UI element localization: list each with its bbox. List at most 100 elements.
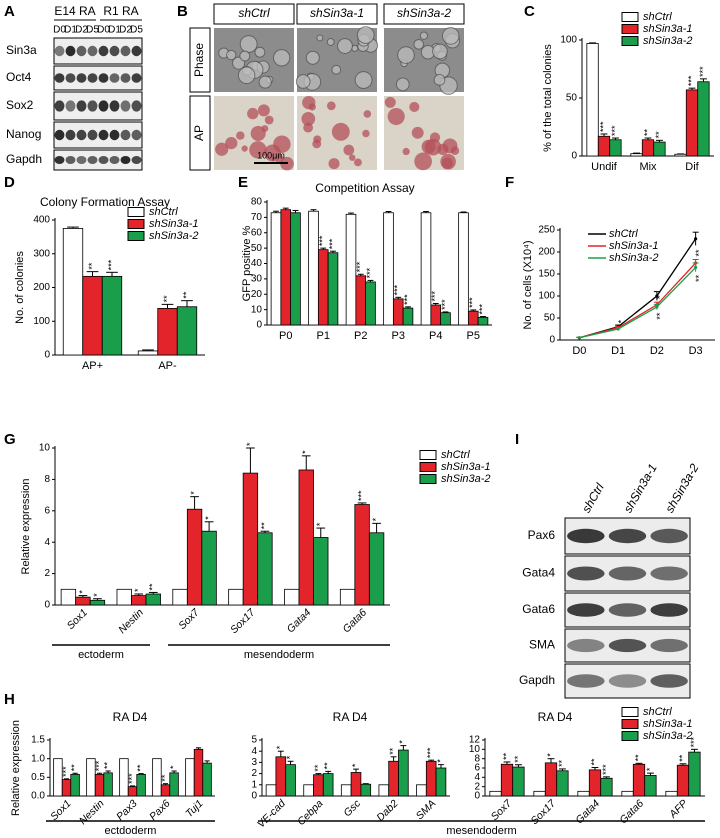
blot-row-label: Sin3a: [6, 43, 37, 57]
x-tick-label: Gata6: [617, 797, 646, 826]
x-tick-label: P4: [429, 330, 442, 342]
colony: [336, 38, 353, 54]
significance: *: [435, 759, 445, 763]
significance: *: [645, 767, 655, 771]
x-tick-label: Sox7: [176, 606, 202, 632]
blot-band: [54, 100, 65, 112]
blot-row-label: Oct4: [6, 70, 32, 84]
bar: [275, 756, 287, 797]
bar: [388, 760, 399, 797]
significance: ***: [327, 238, 337, 249]
significance: ***: [440, 299, 450, 310]
legend-label: shSin3a-2: [441, 473, 491, 485]
bar: [425, 760, 437, 797]
blot-band: [65, 100, 76, 112]
colony: [313, 135, 322, 144]
column-header: shSin3a-1: [310, 6, 364, 20]
bar: [609, 139, 622, 157]
significance: ***: [393, 284, 403, 295]
panel-label: I: [515, 431, 519, 448]
bar: [82, 275, 103, 356]
blot-band: [567, 674, 605, 688]
significance: **: [162, 295, 172, 303]
bar: [477, 316, 489, 326]
bar: [303, 784, 314, 797]
significance: **: [501, 752, 511, 760]
blot-band: [98, 129, 109, 141]
colony: [295, 74, 311, 89]
group-label: mesendoderm: [244, 649, 314, 661]
colony: [264, 115, 274, 125]
y-tick-label: 60: [251, 227, 263, 238]
bar: [339, 588, 356, 606]
x-tick-label: Sox1: [48, 798, 73, 823]
significance: **: [513, 755, 523, 763]
x-tick-label: AP+: [82, 360, 103, 372]
significance: **: [694, 249, 704, 257]
blot-group: E14 RA: [54, 4, 95, 18]
x-tick-label: Cebpa: [295, 797, 325, 827]
blot-band: [54, 73, 65, 83]
colony: [432, 43, 448, 60]
colony: [349, 154, 356, 161]
colony: [433, 73, 446, 86]
significance: **: [102, 761, 112, 769]
column-header: shCtrl: [238, 6, 270, 20]
significance: *: [203, 516, 213, 520]
significance: ***: [356, 490, 366, 501]
bar: [416, 784, 427, 797]
y-tick-label: 100: [33, 316, 50, 327]
group-label: ectoderm: [78, 649, 124, 661]
y-tick-label: 1: [251, 779, 257, 790]
bar: [290, 212, 301, 326]
colony: [247, 107, 259, 120]
bar: [172, 588, 188, 606]
colony: [441, 157, 454, 169]
blot-band: [131, 45, 142, 57]
significance: *: [398, 740, 408, 744]
colony: [354, 158, 362, 167]
bar: [201, 530, 217, 606]
significance: *: [545, 753, 555, 757]
bar: [116, 588, 132, 606]
x-tick-label: Pax3: [114, 797, 140, 823]
chart-title: RA D4: [333, 710, 368, 724]
y-tick-label: 0.0: [31, 791, 45, 802]
legend-label: shCtrl: [609, 228, 638, 240]
legend-swatch: [621, 12, 639, 22]
point: [694, 237, 698, 241]
blot-band: [87, 73, 98, 83]
significance: *: [315, 522, 325, 526]
significance: *: [133, 588, 143, 592]
y-tick-label: 0: [251, 791, 257, 802]
y-tick-label: 200: [538, 247, 555, 258]
x-tick-label: D1: [611, 345, 625, 357]
colony: [395, 77, 410, 92]
colony: [354, 71, 373, 89]
y-axis-label: No. of cells (X10⁴): [522, 240, 534, 329]
bar: [257, 532, 273, 606]
colony: [215, 142, 229, 156]
blot-band: [120, 45, 131, 57]
blot-band: [54, 45, 65, 57]
colony: [331, 122, 350, 141]
colony: [316, 34, 324, 42]
bar: [89, 599, 106, 606]
significance: ***: [365, 267, 375, 278]
bar: [53, 758, 63, 797]
colony: [236, 131, 245, 140]
bar: [131, 595, 147, 606]
blot-band: [131, 156, 142, 164]
bar: [94, 773, 105, 797]
colony: [226, 49, 237, 61]
significance: **: [677, 754, 687, 762]
y-tick-label: 2: [474, 781, 480, 792]
x-tick-label: Sox1: [65, 607, 90, 632]
blot-row-label: SMA: [529, 638, 555, 652]
column-header-box: [213, 3, 295, 25]
chart-title: Competition Assay: [315, 181, 414, 195]
colony: [302, 95, 316, 110]
x-tick-label: Undif: [591, 161, 618, 173]
blot-band: [567, 603, 605, 617]
blot-band: [567, 638, 605, 653]
